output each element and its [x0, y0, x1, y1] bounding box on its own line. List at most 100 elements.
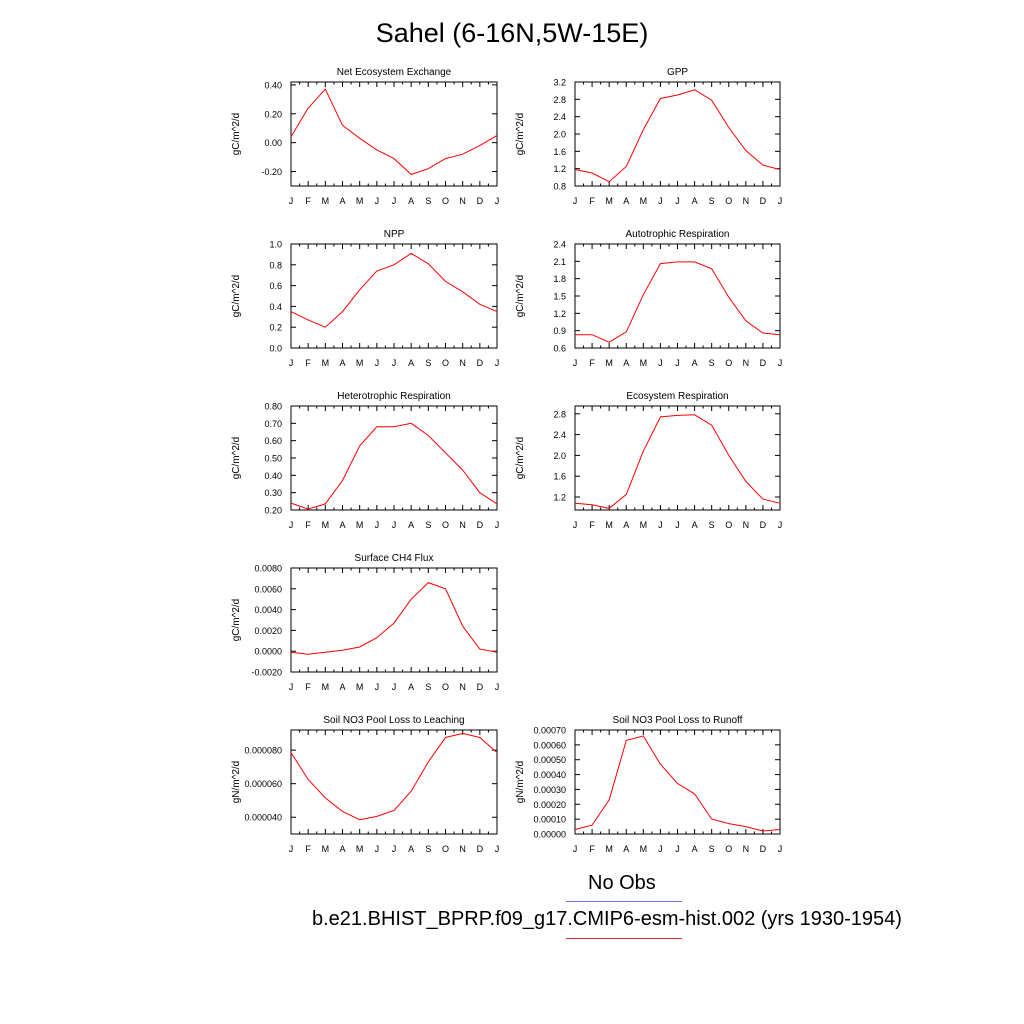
y-tick-label: 2.0: [553, 451, 566, 461]
x-tick-label: S: [425, 520, 431, 530]
y-axis-label: gC/m^2/d: [231, 437, 242, 480]
x-tick-label: A: [408, 196, 414, 206]
x-tick-label: F: [589, 844, 595, 854]
x-tick-label: A: [623, 520, 629, 530]
plot-frame: [290, 567, 498, 673]
plot-frame: [574, 81, 781, 187]
x-tick-label: M: [640, 358, 648, 368]
x-tick-label: S: [425, 844, 431, 854]
x-tick-label: D: [477, 844, 484, 854]
x-tick-label: A: [692, 196, 698, 206]
x-tick-label: O: [725, 196, 732, 206]
y-tick-label: 0.00050: [533, 755, 566, 765]
x-tick-label: A: [623, 196, 629, 206]
x-tick-label: J: [392, 358, 397, 368]
y-tick-label: 0.0: [269, 344, 282, 354]
x-tick-label: A: [623, 844, 629, 854]
x-tick-label: J: [778, 844, 783, 854]
x-tick-label: J: [573, 196, 578, 206]
x-tick-label: J: [289, 520, 294, 530]
y-tick-label: 3.2: [553, 78, 566, 88]
y-tick-label: 0.70: [264, 419, 282, 429]
x-tick-label: D: [760, 844, 767, 854]
y-axis-label: gC/m^2/d: [515, 437, 526, 480]
x-tick-label: M: [356, 520, 364, 530]
legend-line-model: [566, 938, 682, 939]
x-tick-label: J: [392, 520, 397, 530]
series-line: [290, 732, 498, 821]
x-tick-label: M: [322, 682, 330, 692]
x-tick-label: F: [305, 358, 311, 368]
x-tick-label: J: [392, 844, 397, 854]
x-tick-label: J: [675, 196, 680, 206]
x-tick-label: A: [339, 682, 345, 692]
x-tick-label: J: [658, 520, 663, 530]
x-tick-label: N: [743, 358, 750, 368]
y-axis-label: gC/m^2/d: [231, 113, 242, 156]
x-tick-label: J: [675, 520, 680, 530]
x-tick-label: S: [425, 196, 431, 206]
y-tick-label: 0.00020: [533, 800, 566, 810]
x-tick-label: J: [375, 682, 380, 692]
y-tick-label: 0.6: [269, 281, 282, 291]
x-tick-label: M: [322, 520, 330, 530]
y-tick-label: 0.20: [264, 506, 282, 516]
panel-title: Net Ecosystem Exchange: [337, 67, 452, 78]
y-tick-label: 1.6: [553, 147, 566, 157]
legend-line-obs: [566, 901, 682, 902]
x-tick-label: A: [339, 844, 345, 854]
x-tick-label: J: [495, 358, 500, 368]
y-tick-label: 0.2: [269, 323, 282, 333]
x-tick-label: S: [709, 196, 715, 206]
x-tick-label: M: [356, 682, 364, 692]
x-tick-label: S: [709, 520, 715, 530]
x-tick-label: F: [589, 520, 595, 530]
x-tick-label: S: [709, 844, 715, 854]
series-line: [574, 414, 781, 509]
x-tick-label: M: [322, 358, 330, 368]
y-tick-label: 1.6: [553, 472, 566, 482]
x-tick-label: D: [477, 520, 484, 530]
y-tick-label: 0.00000: [533, 830, 566, 840]
y-tick-label: 0.8: [269, 260, 282, 270]
x-tick-label: D: [760, 196, 767, 206]
x-tick-label: A: [339, 196, 345, 206]
y-axis-label: gN/m^2/d: [231, 761, 242, 804]
x-tick-label: M: [605, 844, 613, 854]
x-tick-label: F: [305, 682, 311, 692]
x-tick-label: J: [573, 358, 578, 368]
x-tick-label: J: [573, 844, 578, 854]
x-tick-label: N: [459, 844, 466, 854]
y-axis-label: gN/m^2/d: [515, 761, 526, 804]
x-tick-label: M: [605, 358, 613, 368]
legend-label-model: b.e21.BHIST_BPRP.f09_g17.CMIP6-esm-hist.…: [312, 908, 902, 930]
series-line: [290, 88, 498, 175]
x-tick-label: J: [375, 196, 380, 206]
panel-title: NPP: [384, 229, 405, 240]
x-tick-label: J: [375, 358, 380, 368]
panel-title: Autotrophic Respiration: [626, 229, 730, 240]
y-tick-label: 0.000040: [244, 813, 282, 823]
y-tick-label: 0.00010: [533, 815, 566, 825]
x-tick-label: J: [375, 520, 380, 530]
x-tick-label: J: [392, 196, 397, 206]
x-tick-label: A: [408, 358, 414, 368]
y-tick-label: 0.0040: [254, 605, 282, 615]
plot-frame: [574, 729, 781, 835]
x-tick-label: J: [658, 358, 663, 368]
x-tick-label: D: [477, 196, 484, 206]
x-tick-label: J: [778, 196, 783, 206]
plot-frame: [574, 243, 781, 349]
y-axis-label: gC/m^2/d: [515, 113, 526, 156]
x-tick-label: J: [289, 358, 294, 368]
y-tick-label: 2.4: [553, 240, 566, 250]
x-tick-label: M: [640, 520, 648, 530]
plot-frame: [290, 405, 498, 511]
plot-frame: [290, 243, 498, 349]
x-tick-label: N: [459, 682, 466, 692]
x-tick-label: N: [743, 844, 750, 854]
x-tick-label: S: [425, 682, 431, 692]
y-tick-label: 0.0080: [254, 564, 282, 574]
x-tick-label: O: [442, 196, 449, 206]
x-tick-label: N: [743, 520, 750, 530]
